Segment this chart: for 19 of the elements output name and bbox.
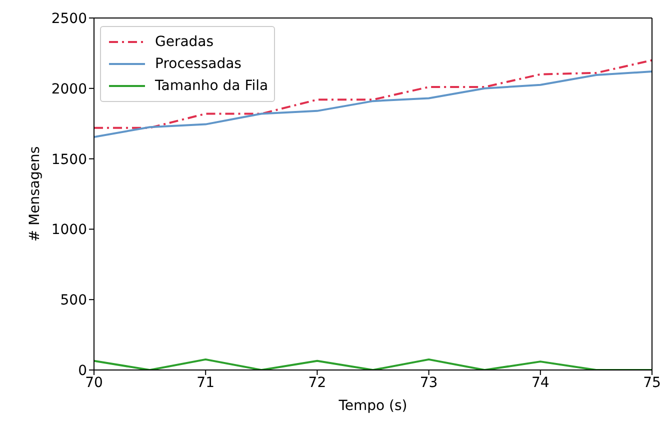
x-tick-label: 73 [420,374,438,391]
x-tick-label: 75 [643,374,661,391]
line-series [94,70,652,138]
x-tick-label: 70 [85,374,103,391]
y-tick-label: 1000 [51,222,87,238]
x-tick-label: 72 [308,374,326,391]
y-tick-label: 2000 [51,81,87,98]
legend-label: Geradas [155,34,214,50]
legend-label: Processadas [155,56,242,72]
y-tick-label: 2500 [51,10,87,27]
y-axis-title: # Mensagens [26,146,43,242]
y-tick-label: 0 [78,362,87,379]
y-tick-label: 1500 [51,152,87,168]
legend-label: Tamanho da Fila [155,78,268,94]
x-axis-title: Tempo (s) [338,398,408,414]
y-tick-label: 500 [60,292,87,309]
line-series [94,59,652,129]
x-tick-label: 71 [196,374,215,391]
x-tick-label: 74 [531,374,550,391]
